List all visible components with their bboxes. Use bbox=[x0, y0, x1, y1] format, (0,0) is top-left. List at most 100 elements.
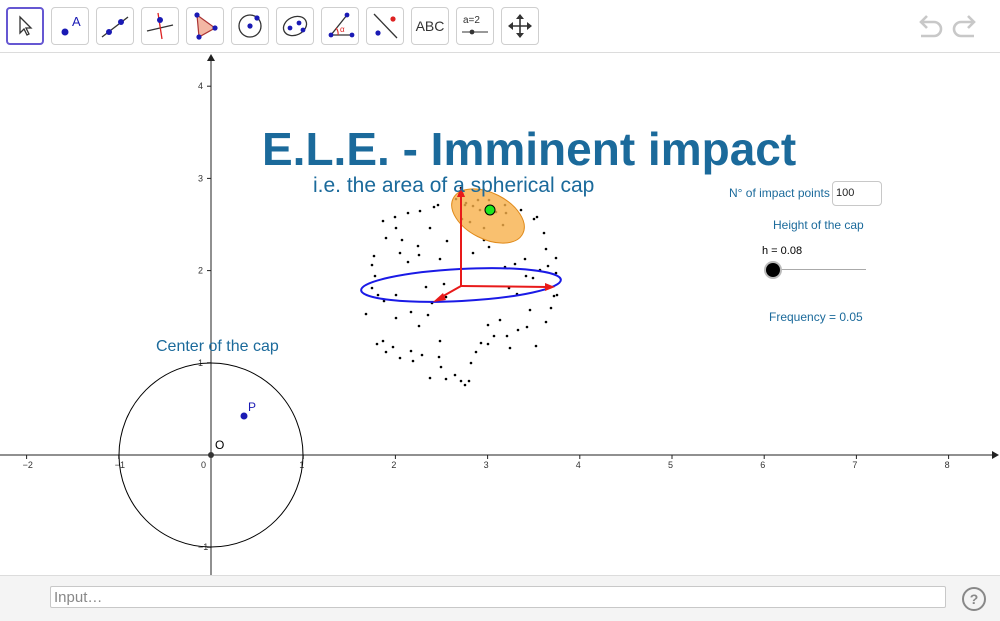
impact-point bbox=[534, 344, 538, 348]
impact-point bbox=[372, 254, 376, 258]
impact-point bbox=[505, 334, 509, 338]
origin-point[interactable] bbox=[208, 452, 214, 458]
impact-point bbox=[444, 377, 448, 381]
impact-point bbox=[471, 251, 475, 255]
impact-point bbox=[428, 226, 432, 230]
y-tick-label: 1 bbox=[198, 358, 203, 368]
redo-button[interactable] bbox=[951, 12, 981, 40]
impact-point bbox=[398, 356, 402, 360]
h-slider-knob[interactable] bbox=[766, 263, 780, 277]
cap-height-label: Height of the cap bbox=[773, 218, 864, 232]
impact-point bbox=[400, 238, 404, 242]
page-title: E.L.E. - Imminent impact bbox=[262, 123, 797, 175]
reflect-about-line-icon bbox=[373, 13, 398, 39]
circle-tool-button[interactable] bbox=[231, 7, 269, 45]
angle-tool-button[interactable]: α bbox=[321, 7, 359, 45]
perpendicular-line-icon bbox=[146, 12, 174, 40]
impact-point bbox=[376, 293, 380, 297]
impact-point bbox=[531, 276, 535, 280]
text-tool-button[interactable]: ABC bbox=[411, 7, 449, 45]
impact-points-label: N° of impact points bbox=[729, 186, 830, 200]
h-slider-value: h = 0.08 bbox=[762, 245, 803, 257]
h-slider-track[interactable] bbox=[773, 269, 866, 270]
slider-tool-button[interactable]: a=2 bbox=[456, 7, 494, 45]
graphics-canvas[interactable]: −2 −1 0 1 2 3 4 5 6 7 8 4 3 2 1 −1 O P bbox=[0, 53, 1000, 575]
x-tick-label: 2 bbox=[391, 460, 396, 470]
impact-point bbox=[479, 341, 483, 345]
impact-point bbox=[438, 339, 442, 343]
impact-point bbox=[391, 345, 395, 349]
impact-point bbox=[554, 271, 558, 275]
reflect-tool-button[interactable] bbox=[366, 7, 404, 45]
impact-point bbox=[549, 306, 553, 310]
svg-text:α: α bbox=[340, 25, 345, 34]
y-tick-label: −1 bbox=[198, 542, 208, 552]
impact-point bbox=[487, 245, 491, 249]
point-tool-button[interactable]: A bbox=[51, 7, 89, 45]
impact-point bbox=[544, 247, 548, 251]
impact-point bbox=[469, 361, 473, 365]
impact-point bbox=[444, 295, 448, 299]
x-tick-label: −2 bbox=[23, 460, 33, 470]
undo-icon bbox=[919, 15, 943, 38]
impact-point bbox=[544, 320, 548, 324]
x-axis-ticks: −2 −1 0 1 2 3 4 5 6 7 8 bbox=[23, 455, 950, 470]
y-tick-label: 4 bbox=[198, 81, 203, 91]
slider-icon: a=2 bbox=[462, 15, 488, 35]
impact-point bbox=[394, 226, 398, 230]
x-tick-label: 5 bbox=[668, 460, 673, 470]
impact-point bbox=[542, 231, 546, 235]
impact-point bbox=[467, 379, 471, 383]
impact-point bbox=[442, 282, 446, 286]
move-tool-button[interactable] bbox=[6, 7, 44, 45]
impact-point bbox=[409, 349, 413, 353]
toolbar: A α bbox=[0, 0, 1000, 53]
move-graphics-view-tool-button[interactable] bbox=[501, 7, 539, 45]
impact-point bbox=[486, 323, 490, 327]
impact-point bbox=[519, 208, 523, 212]
impact-point bbox=[528, 308, 532, 312]
impact-point bbox=[409, 310, 413, 314]
angle-icon: α bbox=[328, 12, 355, 38]
impact-point bbox=[406, 260, 410, 264]
impact-point bbox=[424, 285, 428, 289]
svg-text:a=2: a=2 bbox=[463, 15, 480, 26]
coordinate-axes bbox=[0, 54, 999, 575]
x-tick-label: 8 bbox=[945, 460, 950, 470]
impact-points-input[interactable]: 100 bbox=[832, 181, 882, 206]
impact-point bbox=[555, 293, 559, 297]
impact-point bbox=[432, 205, 436, 209]
algebra-input[interactable]: Input… bbox=[50, 586, 946, 608]
x-tick-label: 3 bbox=[484, 460, 489, 470]
impact-point bbox=[370, 286, 374, 290]
impact-point bbox=[411, 359, 415, 363]
perpendicular-line-tool-button[interactable] bbox=[141, 7, 179, 45]
impact-point bbox=[382, 299, 386, 303]
impact-point bbox=[525, 325, 529, 329]
line-tool-button[interactable] bbox=[96, 7, 134, 45]
impact-point bbox=[420, 353, 424, 357]
impact-point bbox=[406, 211, 410, 215]
line-icon bbox=[101, 16, 129, 38]
undo-button[interactable] bbox=[914, 12, 944, 40]
graphics-view[interactable]: −2 −1 0 1 2 3 4 5 6 7 8 4 3 2 1 −1 O P E.L.E. - Immine… bbox=[0, 53, 1000, 575]
impact-point bbox=[381, 339, 385, 343]
spherical-cap[interactable] bbox=[443, 178, 533, 254]
impact-point bbox=[416, 244, 420, 248]
impact-point bbox=[492, 334, 496, 338]
impact-point bbox=[459, 379, 463, 383]
point-p[interactable] bbox=[240, 412, 248, 420]
y-tick-label: 2 bbox=[198, 266, 203, 276]
help-icon[interactable]: ? bbox=[962, 587, 986, 611]
impact-point bbox=[554, 256, 558, 260]
ellipse-tool-button[interactable] bbox=[276, 7, 314, 45]
polygon-tool-button[interactable] bbox=[186, 7, 224, 45]
cap-center-point[interactable] bbox=[484, 204, 496, 216]
cursor-arrow-icon bbox=[19, 15, 33, 36]
y-axis-ticks: 4 3 2 1 −1 bbox=[198, 81, 211, 552]
frequency-label: Frequency = 0.05 bbox=[769, 310, 863, 324]
impact-point bbox=[453, 373, 457, 377]
impact-point bbox=[513, 262, 517, 266]
impact-point bbox=[437, 355, 441, 359]
point-p-label: P bbox=[248, 400, 256, 414]
